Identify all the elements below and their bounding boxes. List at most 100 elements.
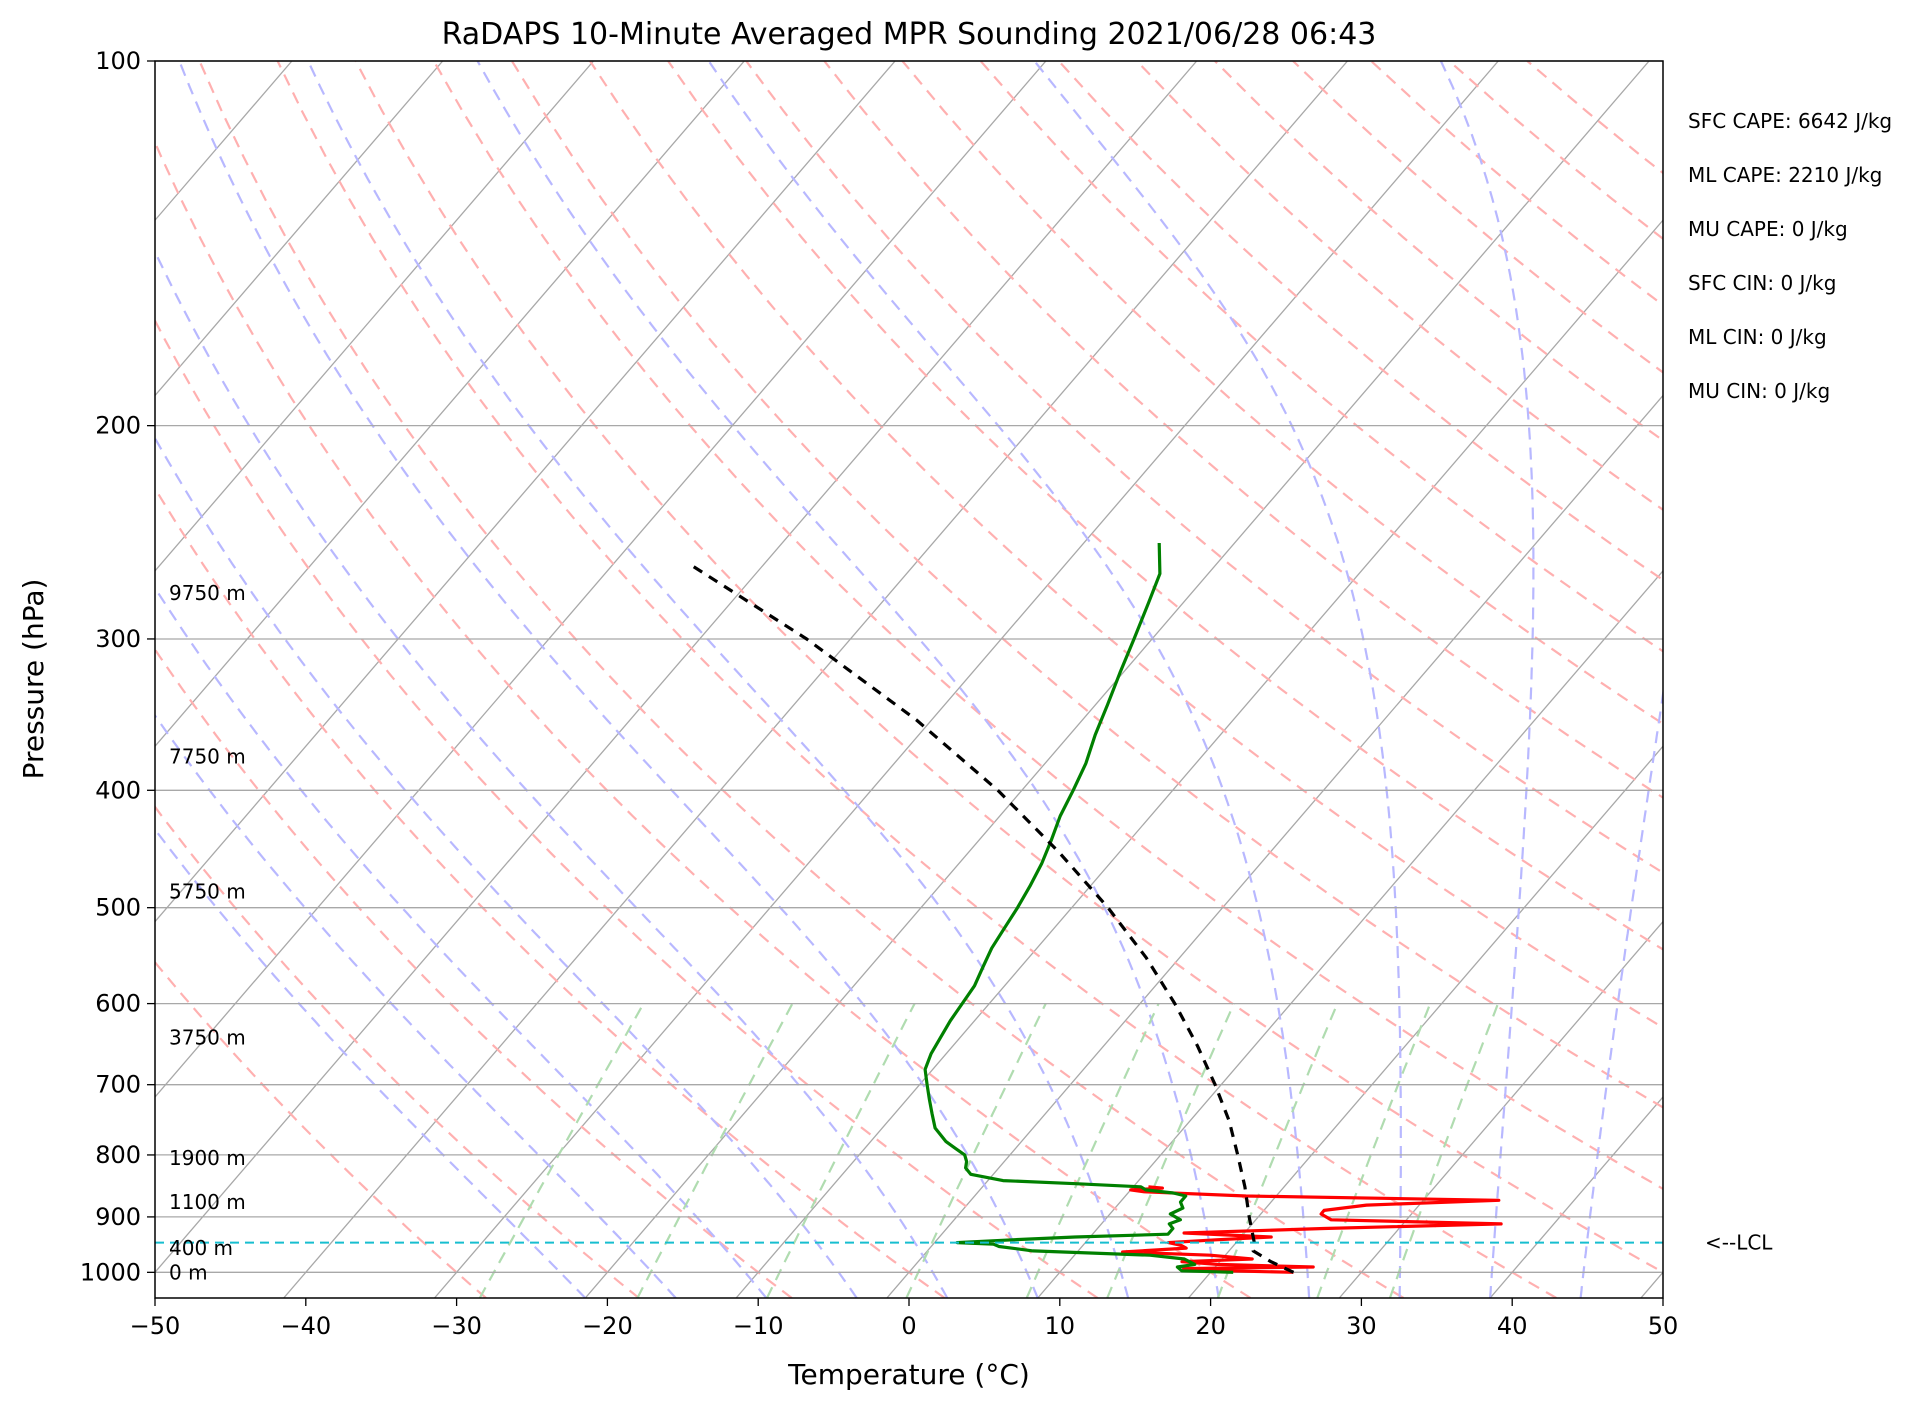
y-tick-label: 800: [95, 1141, 141, 1169]
series-line-1: [923, 542, 1234, 1274]
height-label: 1900 m: [169, 1146, 246, 1170]
stat-line: SFC CAPE: 6642 J/kg: [1688, 109, 1892, 133]
y-tick-label: 700: [95, 1071, 141, 1099]
y-tick-label: 300: [95, 625, 141, 653]
x-tick-label: 30: [1346, 1312, 1377, 1340]
isotherm-line: [155, 61, 594, 572]
dry-adiabat-line: [745, 61, 1663, 875]
x-axis-label: Temperature (°C): [787, 1358, 1030, 1391]
dry-adiabat-line: [667, 61, 1663, 951]
plot-frame: [154, 60, 1664, 1299]
x-tick-label: −50: [130, 1312, 181, 1340]
stat-line: MU CIN: 0 J/kg: [1688, 379, 1830, 403]
dry-adiabat-line: [510, 61, 1663, 1109]
moist-adiabat-line: [1033, 61, 1402, 1298]
y-tick-label: 500: [95, 894, 141, 922]
stat-line: MU CAPE: 0 J/kg: [1688, 217, 1848, 241]
height-label: 3750 m: [169, 1026, 246, 1050]
stat-line: ML CAPE: 2210 J/kg: [1688, 163, 1882, 187]
mixing-ratio-line: [1106, 1003, 1235, 1298]
x-tick-label: −10: [733, 1312, 784, 1340]
series-group: [688, 542, 1503, 1274]
dry-adiabat-line: [1370, 61, 1663, 307]
x-tick-label: 0: [901, 1312, 916, 1340]
stats-panel: SFC CAPE: 6642 J/kg ML CAPE: 2210 J/kg MU …: [1688, 109, 1892, 403]
dry-adiabat-line: [1448, 61, 1663, 241]
dry-adiabat-line: [155, 139, 1252, 1298]
moist-adiabat-line: [155, 713, 677, 1298]
y-tick-label: 600: [95, 990, 141, 1018]
dry-adiabat-line: [1292, 61, 1663, 374]
moist-adiabat-line: [155, 435, 858, 1298]
isotherm-line: [155, 61, 1047, 1098]
moist-adiabat-line: [178, 61, 1039, 1298]
series-line-2: [688, 562, 1295, 1274]
dry-adiabat-line: [155, 486, 946, 1298]
y-tick-label: 1000: [80, 1258, 141, 1286]
dry-adiabat-line: [979, 61, 1663, 653]
isotherm-line: [1037, 569, 1663, 1298]
isotherm-line: [155, 61, 745, 748]
dry-adiabat-line: [155, 647, 793, 1298]
isotherm-line: [1489, 1095, 1663, 1298]
x-axis-ticks: −50 −40 −30 −20 −10 0 10 20 30 40 50: [130, 1298, 1679, 1340]
mixing-ratio-line: [766, 1003, 916, 1298]
y-tick-label: 100: [95, 47, 141, 75]
isotherm-line: [155, 61, 896, 923]
moist-adiabat-line: [476, 61, 1220, 1298]
x-tick-label: −30: [431, 1312, 482, 1340]
moist-adiabat-line: [707, 61, 1311, 1298]
stat-line: SFC CIN: 0 J/kg: [1688, 271, 1836, 295]
height-label: 9750 m: [169, 581, 246, 605]
moist-adiabat-line: [1439, 61, 1535, 1298]
isotherm-line: [283, 61, 1348, 1298]
isotherm-line: [886, 394, 1663, 1298]
y-tick-label: 400: [95, 776, 141, 804]
mixing-ratio-line: [1025, 1003, 1160, 1298]
x-tick-label: −20: [582, 1312, 633, 1340]
dry-adiabat-line: [198, 61, 1405, 1298]
height-label: 5750 m: [169, 880, 246, 904]
dry-adiabat-line: [155, 960, 487, 1298]
moist-adiabat-line: [155, 249, 949, 1298]
y-axis-ticks: 100 200 300 400 500 600 700 800 900 1000: [80, 47, 155, 1286]
y-axis-label: Pressure (hPa): [17, 579, 50, 780]
isotherm-line: [155, 61, 444, 397]
chart-title: RaDAPS 10-Minute Averaged MPR Sounding 2…: [442, 17, 1377, 52]
x-tick-label: −40: [280, 1312, 331, 1340]
dry-adiabat-line: [1057, 61, 1663, 582]
background-lines: [155, 61, 1663, 1298]
mixing-ratio-line: [905, 1003, 1047, 1298]
x-tick-label: 50: [1648, 1312, 1679, 1340]
y-tick-label: 900: [95, 1203, 141, 1231]
height-label: 7750 m: [169, 744, 246, 768]
mixing-ratio-line: [1388, 1003, 1500, 1298]
mixing-ratio-line: [636, 1003, 794, 1298]
stat-line: ML CIN: 0 J/kg: [1688, 325, 1827, 349]
dry-adiabat-line: [354, 61, 1663, 1274]
isotherm-line: [1188, 745, 1663, 1298]
isotherm-line: [155, 61, 1198, 1274]
mixing-ratio-line: [478, 1003, 645, 1298]
height-label: 0 m: [169, 1260, 208, 1284]
dry-adiabat-line: [155, 805, 640, 1298]
dry-adiabat-line: [155, 318, 1099, 1298]
lcl-label: <--LCL: [1705, 1231, 1773, 1255]
moist-adiabat-line: [155, 585, 768, 1298]
y-tick-label: 200: [95, 412, 141, 440]
moist-adiabat-line: [1579, 687, 1663, 1298]
isotherm-line: [1338, 920, 1663, 1298]
dry-adiabat-line: [432, 61, 1663, 1191]
dry-adiabat-line: [823, 61, 1663, 799]
moist-adiabat-line: [307, 61, 1130, 1298]
dry-adiabat-line: [1136, 61, 1663, 512]
x-tick-label: 20: [1195, 1312, 1226, 1340]
moist-adiabat-line: [155, 827, 587, 1298]
height-label: 1100 m: [169, 1190, 246, 1214]
x-tick-label: 40: [1497, 1312, 1528, 1340]
height-label: 400 m: [169, 1236, 233, 1260]
isotherm-line: [1640, 1271, 1663, 1298]
dry-adiabat-line: [276, 61, 1557, 1298]
